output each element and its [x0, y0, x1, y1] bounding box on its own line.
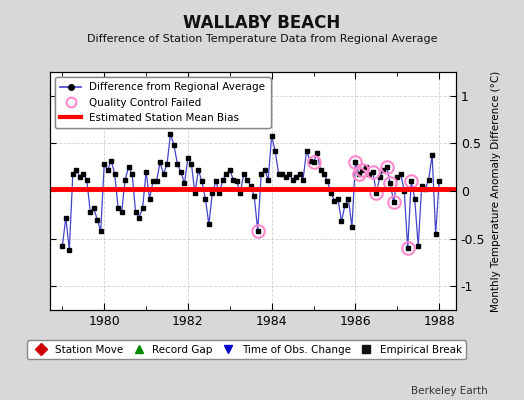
Y-axis label: Monthly Temperature Anomaly Difference (°C): Monthly Temperature Anomaly Difference (…: [491, 70, 501, 312]
Text: WALLABY BEACH: WALLABY BEACH: [183, 14, 341, 32]
Legend: Difference from Regional Average, Quality Control Failed, Estimated Station Mean: Difference from Regional Average, Qualit…: [55, 77, 270, 128]
Text: Difference of Station Temperature Data from Regional Average: Difference of Station Temperature Data f…: [87, 34, 437, 44]
Legend: Station Move, Record Gap, Time of Obs. Change, Empirical Break: Station Move, Record Gap, Time of Obs. C…: [27, 340, 466, 359]
Text: Berkeley Earth: Berkeley Earth: [411, 386, 487, 396]
